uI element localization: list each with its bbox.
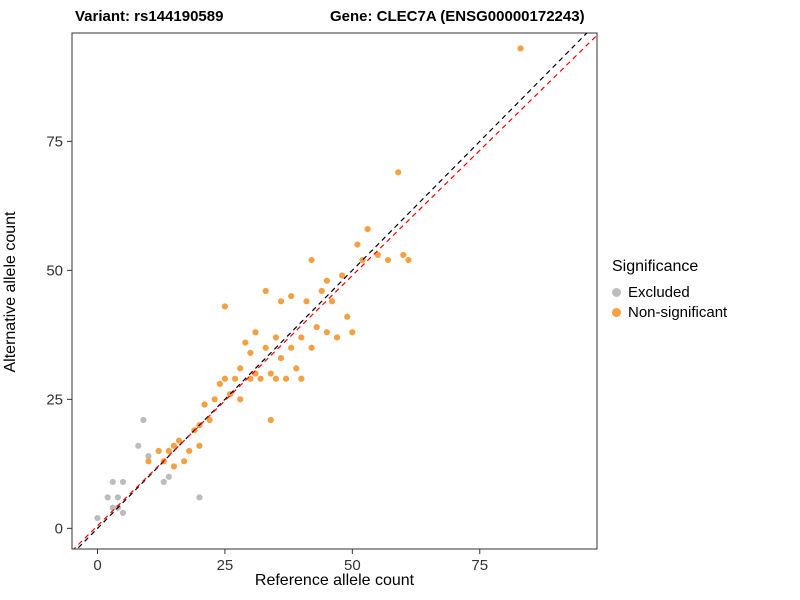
legend: Significance Excluded Non-significant (612, 258, 727, 324)
data-point-excluded (165, 473, 172, 480)
data-point-non-significant (272, 334, 279, 341)
panel-border (71, 32, 598, 550)
legend-swatch-non-significant (612, 308, 621, 317)
data-point-non-significant (206, 416, 213, 424)
data-point-non-significant (155, 447, 162, 455)
data-point-non-significant (221, 375, 229, 382)
data-point-non-significant (237, 396, 244, 403)
legend-title: Significance (612, 258, 699, 275)
legend-swatch-excluded (612, 288, 621, 297)
data-point-non-significant (262, 344, 269, 351)
data-point-excluded (114, 494, 121, 501)
data-point-non-significant (333, 334, 341, 341)
data-point-non-significant (328, 298, 336, 305)
data-point-excluded (119, 478, 127, 486)
data-point-non-significant (181, 458, 188, 465)
fit-line (72, 34, 597, 549)
data-point-non-significant (288, 344, 295, 351)
data-point-non-significant (211, 396, 218, 403)
data-point-non-significant (175, 437, 183, 444)
data-point-excluded (196, 494, 203, 501)
data-point-excluded (109, 478, 116, 486)
data-point-non-significant (293, 365, 300, 372)
data-point-non-significant (308, 344, 315, 351)
data-point-non-significant (374, 251, 381, 258)
data-point-non-significant (349, 329, 356, 336)
data-point-non-significant (400, 251, 407, 258)
data-point-non-significant (232, 375, 239, 382)
legend-label-excluded: Excluded (628, 284, 690, 301)
data-point-non-significant (257, 375, 264, 382)
data-point-non-significant (277, 298, 285, 305)
data-point-non-significant (277, 354, 285, 362)
x-tick-label: 50 (344, 557, 361, 574)
data-point-non-significant (282, 375, 290, 382)
x-tick-label: 0 (93, 557, 101, 574)
data-point-non-significant (308, 256, 315, 264)
y-tick-label: 75 (46, 133, 63, 150)
y-tick-label: 50 (46, 262, 63, 279)
data-point-non-significant (247, 349, 254, 357)
data-point-non-significant (201, 401, 208, 408)
data-point-non-significant (165, 447, 172, 455)
identity-line (76, 33, 588, 549)
data-point-non-significant (272, 375, 279, 382)
data-point-non-significant (170, 442, 178, 449)
data-point-non-significant (384, 256, 392, 264)
data-point-excluded (160, 478, 167, 486)
data-point-excluded (94, 514, 101, 522)
data-point-non-significant (170, 463, 178, 470)
data-point-non-significant (405, 256, 412, 264)
data-point-non-significant (145, 458, 152, 465)
data-point-non-significant (247, 375, 254, 382)
data-point-excluded (135, 442, 142, 449)
data-point-non-significant (395, 169, 402, 176)
data-point-non-significant (313, 324, 320, 331)
data-point-excluded (145, 453, 152, 460)
data-point-non-significant (323, 277, 330, 284)
x-axis-title: Reference allele count (254, 572, 415, 589)
data-point-excluded (119, 509, 127, 516)
data-point-non-significant (186, 447, 193, 455)
data-point-non-significant (267, 416, 274, 424)
data-point-non-significant (196, 442, 203, 449)
data-point-non-significant (216, 380, 223, 387)
data-point-non-significant (298, 375, 305, 382)
data-point-non-significant (318, 287, 325, 295)
data-point-excluded (140, 416, 147, 424)
legend-item-excluded: Excluded (612, 284, 727, 301)
legend-label-non-significant: Non-significant (628, 304, 728, 321)
data-point-non-significant (344, 313, 351, 320)
x-tick-label: 25 (217, 557, 234, 574)
data-point-non-significant (267, 370, 274, 377)
data-point-non-significant (323, 329, 330, 336)
data-point-non-significant (221, 303, 229, 310)
gene-title: Gene: CLEC7A (ENSG00000172243) (330, 8, 585, 25)
y-tick-label: 25 (46, 391, 63, 408)
legend-item-non-significant: Non-significant (612, 304, 727, 321)
data-point-non-significant (237, 365, 244, 372)
data-point-non-significant (298, 334, 305, 341)
data-point-non-significant (354, 241, 361, 248)
variant-title: Variant: rs144190589 (75, 8, 224, 25)
y-axis-title: Alternative allele count (2, 211, 19, 373)
data-point-non-significant (339, 272, 346, 279)
data-point-excluded (109, 504, 116, 511)
data-point-excluded (104, 494, 111, 501)
data-point-non-significant (262, 287, 269, 295)
data-point-non-significant (364, 225, 371, 233)
data-point-non-significant (517, 45, 524, 52)
x-tick-label: 75 (471, 557, 488, 574)
data-point-non-significant (242, 339, 249, 346)
data-point-non-significant (288, 293, 295, 300)
data-point-non-significant (252, 329, 259, 336)
y-tick-label: 0 (55, 520, 63, 537)
data-point-non-significant (303, 298, 310, 305)
